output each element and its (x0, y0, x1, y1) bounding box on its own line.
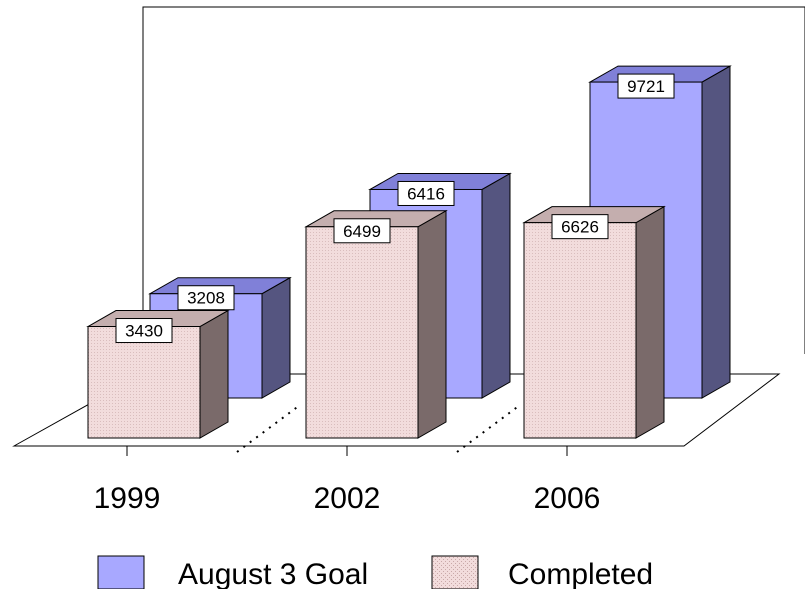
bar-front-face (523, 222, 637, 439)
bar-side-face (199, 309, 229, 439)
x-tick-label: 2006 (534, 482, 601, 515)
bar-side-face (635, 205, 665, 439)
legend-swatch (431, 555, 479, 589)
data-label: 3430 (115, 318, 173, 344)
x-tick-label: 1999 (94, 482, 161, 515)
data-label-text: 6626 (561, 218, 599, 237)
bar-front-face (305, 226, 419, 439)
floor-dotted-lines (236, 404, 521, 453)
data-label-text: 9721 (627, 77, 665, 96)
bar-completed-2002 (304, 209, 448, 439)
bar-front-face (87, 326, 201, 439)
x-tick-label: 2002 (314, 482, 381, 515)
bar-completed-2006 (522, 205, 666, 439)
bar-side-face (261, 276, 291, 399)
data-label-text: 3430 (125, 322, 163, 341)
data-label: 6499 (333, 218, 391, 244)
data-label: 6416 (397, 180, 455, 206)
data-label: 9721 (617, 73, 675, 99)
legend-swatch (97, 555, 145, 589)
legend-label: Completed (508, 558, 653, 589)
data-label-text: 6416 (407, 184, 445, 203)
legend-item: Completed (431, 555, 653, 589)
data-label: 6626 (551, 214, 609, 240)
legend-item: August 3 Goal (97, 555, 368, 589)
x-axis-ticks (126, 446, 568, 456)
legend-label: August 3 Goal (178, 558, 368, 589)
bar-side-face (701, 65, 731, 399)
bar-side-face (481, 172, 511, 399)
bar-side-face (417, 209, 447, 439)
data-label: 3208 (177, 285, 235, 311)
back-wall (142, 6, 805, 374)
data-label-text: 3208 (187, 289, 225, 308)
data-label-text: 6499 (343, 222, 381, 241)
